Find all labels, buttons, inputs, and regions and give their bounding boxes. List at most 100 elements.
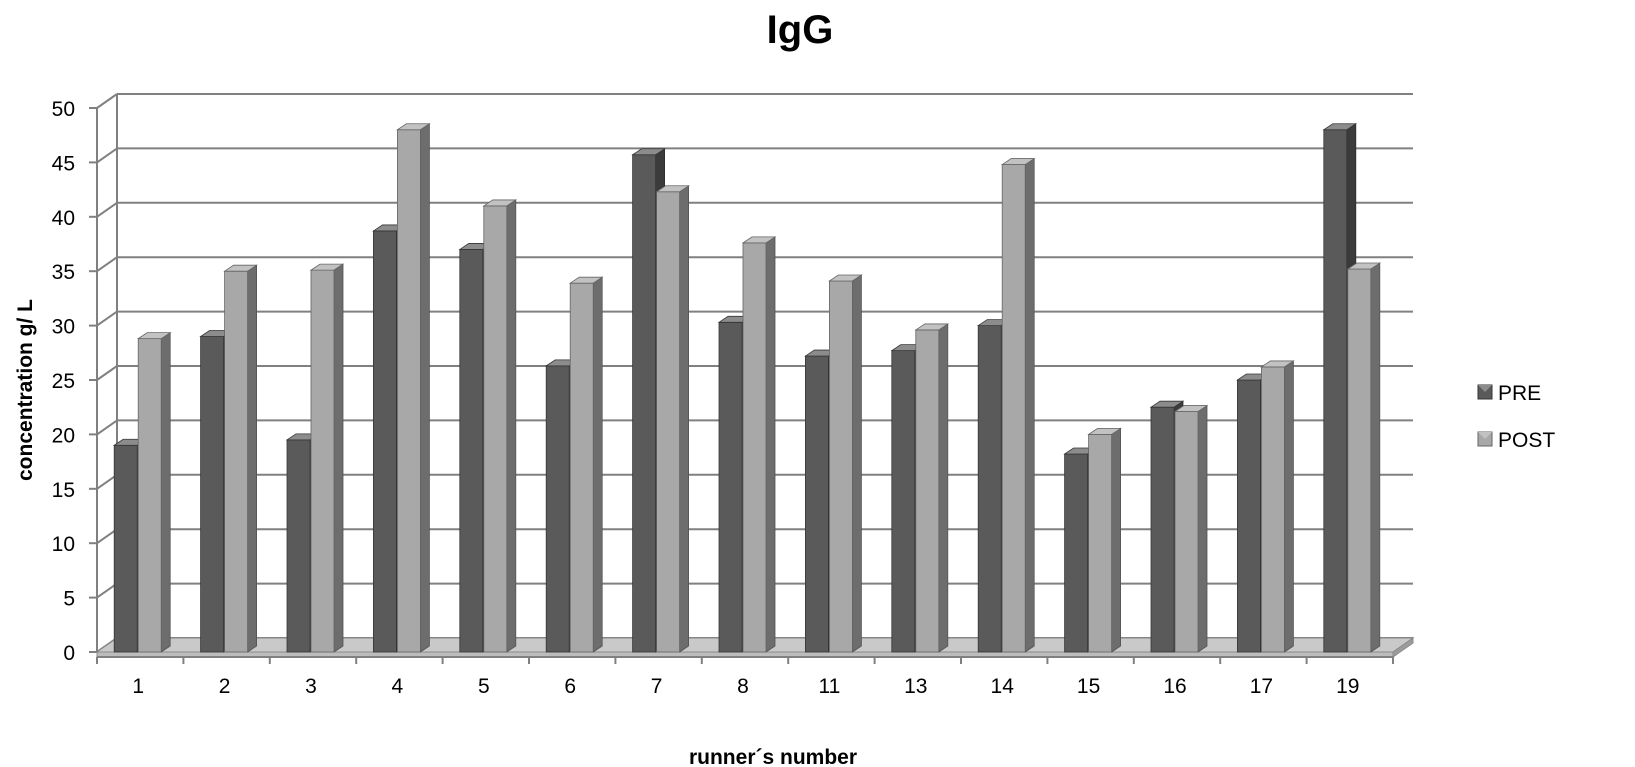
bar-side [419, 123, 430, 653]
bar-side [1370, 262, 1381, 653]
bar-post [914, 323, 950, 653]
bar-front [459, 249, 484, 653]
bar-side [1284, 360, 1294, 653]
gridline-side [96, 419, 118, 436]
y-tick-label: 25 [52, 370, 75, 393]
y-tick-label: 35 [52, 261, 75, 284]
bar-front [200, 336, 225, 653]
bar-top [1000, 158, 1036, 165]
bar-side [1197, 404, 1208, 653]
legend-label-pre: PRE [1498, 382, 1541, 405]
y-axis: 0 5 10 15 20 25 30 35 40 45 50 [52, 98, 98, 665]
gridline-side [96, 473, 118, 490]
x-tick-label: 19 [1336, 675, 1359, 698]
bar-front [1088, 433, 1112, 653]
x-tick-label: 13 [904, 675, 927, 698]
bar-front [1237, 379, 1261, 653]
y-tick-label: 5 [63, 588, 75, 611]
gridline-side [96, 528, 118, 545]
y-tick-label: 0 [63, 642, 75, 665]
x-tick-label: 3 [305, 675, 317, 698]
legend-swatch-pre [1477, 384, 1493, 400]
bar-side [592, 276, 603, 653]
y-tick-label: 10 [52, 533, 75, 556]
x-tick-label: 1 [132, 675, 144, 698]
bar-front [113, 444, 138, 653]
bar-top [914, 323, 950, 331]
gridline-side [96, 93, 118, 109]
bar-front [286, 439, 311, 653]
bar-front [742, 242, 767, 653]
bar-top [482, 199, 518, 207]
bar-top [1346, 262, 1382, 270]
bar-top [828, 274, 863, 282]
y-tick-label: 30 [52, 316, 75, 339]
bar-top [223, 264, 258, 272]
bar-front [829, 280, 853, 653]
bar-top [1322, 123, 1358, 131]
bar-top [631, 148, 666, 156]
floor-side [1392, 637, 1414, 658]
legend-label-post: POST [1498, 429, 1555, 452]
legend-swatch-shine [1478, 385, 1492, 392]
bar-front [1261, 366, 1285, 653]
bar-side [160, 331, 171, 653]
bar-front [137, 338, 162, 653]
bar-post [482, 199, 518, 653]
bar-post [1346, 262, 1382, 653]
legend: PRE POST [1477, 382, 1555, 452]
bar-side [938, 323, 949, 653]
bar-side [679, 185, 689, 653]
bar-post [136, 331, 172, 653]
bar-front [545, 365, 570, 653]
bar-post [1260, 360, 1295, 653]
y-tick-label: 40 [52, 207, 75, 230]
gridline-side [96, 365, 118, 381]
x-tick-label: 16 [1163, 675, 1186, 698]
bar-front [1150, 406, 1175, 653]
bar-front [396, 129, 421, 653]
bar-post [1173, 404, 1209, 653]
bar-front [1323, 129, 1348, 653]
bar-front [224, 270, 249, 653]
x-tick-label: 15 [1077, 675, 1100, 698]
bar-front [977, 325, 1002, 653]
bar-front [656, 191, 680, 653]
bar-top [1087, 427, 1122, 435]
bar-post [741, 236, 777, 653]
gridline-side [96, 147, 118, 164]
bar-front [1001, 164, 1026, 653]
bar-side [1111, 427, 1121, 653]
x-tick-label: 5 [478, 675, 490, 698]
bar-front [805, 355, 829, 653]
bar-front [1064, 453, 1088, 653]
x-tick-label: 6 [564, 675, 576, 698]
x-tick-label: 2 [219, 675, 231, 698]
bar-side [333, 263, 344, 653]
bar-front [1174, 411, 1199, 653]
bar-post [1087, 427, 1122, 653]
bar-side [506, 199, 517, 653]
bar-front [310, 269, 335, 653]
legend-swatch-shine [1478, 432, 1492, 439]
x-axis-title: runner´s number [689, 746, 857, 767]
x-axis: 1 2 3 4 5 6 7 8 11 13 14 15 16 17 19 [96, 656, 1394, 698]
bar-top [568, 276, 604, 284]
bar-post [223, 264, 258, 653]
x-tick-label: 4 [392, 675, 404, 698]
bar-top [655, 185, 690, 193]
bar-top [741, 236, 777, 244]
legend-swatch-post [1477, 431, 1493, 447]
y-axis-title: concentration g/ L [14, 299, 37, 481]
bar-post [396, 123, 431, 653]
bar-front [483, 205, 508, 653]
bar-front [891, 350, 916, 653]
bar-top [136, 332, 172, 340]
y-tick-label: 15 [52, 479, 75, 502]
bar-side [247, 264, 258, 653]
bar-post [828, 274, 863, 653]
x-tick-label: 14 [991, 675, 1015, 698]
bar-side [852, 274, 862, 653]
gridline-side [96, 310, 118, 327]
